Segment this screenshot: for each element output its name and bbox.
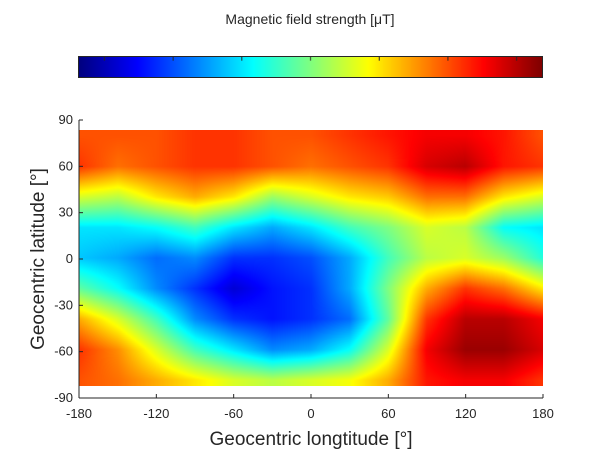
y-tick-label: 30 [59, 205, 73, 220]
y-tick-label: -30 [54, 297, 73, 312]
y-tick-label: 60 [59, 158, 73, 173]
x-tick-label: 120 [455, 406, 477, 421]
x-tick-label: 180 [532, 406, 554, 421]
x-tick-label: -120 [143, 406, 169, 421]
x-tick-label: 60 [381, 406, 395, 421]
y-axis-label: Geocentric latitude [°] [28, 168, 49, 350]
x-tick-label: -180 [66, 406, 92, 421]
y-tick-label: -60 [54, 344, 73, 359]
colorbar-title: Magnetic field strength [μT] [225, 11, 395, 27]
y-tick-label: -90 [54, 390, 73, 405]
x-tick-label: 0 [307, 406, 314, 421]
y-tick-label: 0 [66, 251, 73, 266]
field-heatmap [79, 130, 543, 386]
colorbar [78, 56, 543, 78]
y-tick-label: 90 [59, 112, 73, 127]
x-axis-label: Geocentric longtitude [°] [210, 429, 413, 450]
x-tick-label: -60 [224, 406, 243, 421]
